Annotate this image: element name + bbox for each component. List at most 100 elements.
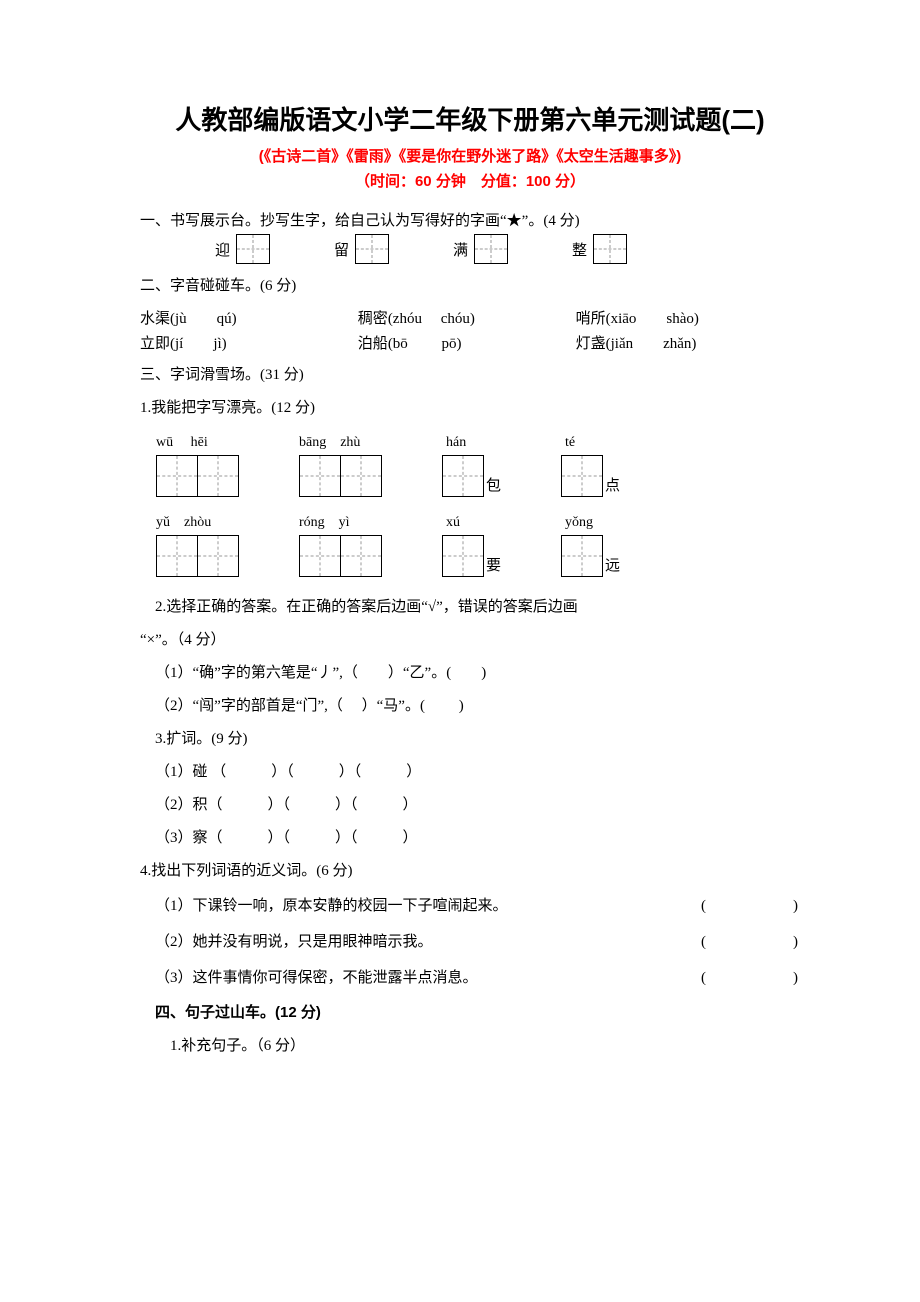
pinyin-label: wū hēi — [156, 431, 208, 451]
writing-box[interactable] — [299, 455, 341, 497]
section-3-heading: 三、字词滑雪场。(31 分) — [140, 359, 800, 392]
box-pair: 点 — [561, 455, 620, 497]
document-timeinfo: （时间：60 分钟 分值：100 分） — [140, 170, 800, 191]
section-4-heading: 四、句子过山车。(12 分) — [140, 996, 800, 1030]
pinyin-label: té — [561, 435, 575, 451]
sec1-char: 迎 — [215, 239, 230, 260]
q4-blank[interactable]: ( ) — [701, 888, 800, 924]
sec2-word: 泊船 — [358, 336, 388, 352]
writing-box[interactable] — [355, 234, 389, 264]
sec2-word: 哨所 — [576, 311, 606, 327]
sec2-word: 立即 — [140, 336, 170, 352]
trail-char: 包 — [486, 474, 501, 497]
sec3-q4-item: （2）她并没有明说，只是用眼神暗示我。 ( ) — [140, 924, 800, 960]
sec1-item: 留 — [334, 234, 389, 264]
sec2-row-1: 水渠(jù qú) 稠密(zhóu chóu) 哨所(xiāo shào) — [140, 307, 800, 328]
box-pair — [156, 455, 239, 497]
sec1-char: 满 — [453, 239, 468, 260]
sec3-q2-label-line2: “×”。（4 分） — [140, 624, 800, 657]
sec1-char: 整 — [572, 239, 587, 260]
pinyin-label: róng yì — [299, 511, 350, 531]
q4-blank[interactable]: ( ) — [701, 960, 800, 996]
box-pair — [156, 535, 239, 577]
box-pair: 远 — [561, 535, 620, 577]
q4-text: （3）这件事情你可得保密，不能泄露半点消息。 — [155, 960, 478, 996]
sec2-pinyin: (bō pō) — [388, 336, 462, 352]
sec2-word: 稠密 — [358, 311, 388, 327]
sec1-item: 整 — [572, 234, 627, 264]
write-group: bāng zhù — [299, 431, 382, 497]
pinyin-label: xú — [442, 515, 460, 531]
write-group: té 点 — [561, 435, 620, 497]
write-group: wū hēi — [156, 431, 239, 497]
sec3-q2-label-line1: 2.选择正确的答案。在正确的答案后边画“√”，错误的答案后边画 — [140, 591, 800, 624]
writing-box[interactable] — [197, 455, 239, 497]
write-group: róng yì — [299, 511, 382, 577]
sec3-q1-label: 1.我能把字写漂亮。(12 分) — [140, 392, 800, 425]
writing-box[interactable] — [561, 455, 603, 497]
trail-char: 点 — [605, 474, 620, 497]
sec2-pinyin: (xiāo shào) — [606, 311, 699, 327]
sec2-word: 灯盏 — [576, 336, 606, 352]
writing-box[interactable] — [299, 535, 341, 577]
sec2-item: 稠密(zhóu chóu) — [358, 307, 576, 328]
writing-box[interactable] — [442, 455, 484, 497]
sec3-q3-item: （1）碰 （ ）（ ）（ ） — [140, 756, 800, 789]
sec1-char: 留 — [334, 239, 349, 260]
q4-text: （1）下课铃一响，原本安静的校园一下子喧闹起来。 — [155, 888, 508, 924]
sec3-q3-label: 3.扩词。(9 分) — [140, 723, 800, 756]
sec1-item: 迎 — [215, 234, 270, 264]
writing-box[interactable] — [236, 234, 270, 264]
writing-box[interactable] — [442, 535, 484, 577]
sec2-pinyin: (jí jì) — [170, 336, 227, 352]
writing-box[interactable] — [340, 535, 382, 577]
writing-box[interactable] — [340, 455, 382, 497]
trail-char: 远 — [605, 554, 620, 577]
document-title: 人教部编版语文小学二年级下册第六单元测试题(二) — [140, 100, 800, 137]
section-1-items: 迎 留 满 整 — [140, 234, 800, 264]
sec3-q2-item: （2）“闯”字的部首是“门”,（ ）“马”。( ) — [140, 690, 800, 723]
writing-box[interactable] — [156, 455, 198, 497]
page-root: 人教部编版语文小学二年级下册第六单元测试题(二) (《古诗二首》《雷雨》《要是你… — [0, 0, 920, 1302]
sec3-q3-item: （3）察（ ）（ ）（ ） — [140, 822, 800, 855]
sec3-q4-item: （3）这件事情你可得保密，不能泄露半点消息。 ( ) — [140, 960, 800, 996]
write-group: xú 要 — [442, 515, 501, 577]
box-pair — [299, 455, 382, 497]
box-pair: 要 — [442, 535, 501, 577]
sec3-q4-label: 4.找出下列词语的近义词。(6 分) — [140, 855, 800, 888]
writing-box[interactable] — [474, 234, 508, 264]
document-subtitle: (《古诗二首》《雷雨》《要是你在野外迷了路》《太空生活趣事多》) — [140, 145, 800, 166]
sec2-pinyin: (zhóu chóu) — [388, 311, 475, 327]
write-group: yǔ zhòu — [156, 511, 239, 577]
q4-text: （2）她并没有明说，只是用眼神暗示我。 — [155, 924, 433, 960]
sec2-pinyin: (jù qú) — [170, 311, 237, 327]
writing-box[interactable] — [561, 535, 603, 577]
pinyin-label: hán — [442, 435, 466, 451]
pinyin-label: yǔ zhòu — [156, 511, 211, 531]
writing-box[interactable] — [156, 535, 198, 577]
sec2-pinyin: (jiǎn zhǎn) — [606, 336, 697, 352]
pinyin-label: yǒng — [561, 515, 593, 531]
sec3-q2-item: （1）“确”字的第六笔是“丿”,（ ）“乙”。( ) — [140, 657, 800, 690]
sec2-word: 水渠 — [140, 311, 170, 327]
q4-blank[interactable]: ( ) — [701, 924, 800, 960]
sec3-q3-item: （2）积（ ）（ ）（ ） — [140, 789, 800, 822]
sec1-item: 满 — [453, 234, 508, 264]
sec2-row-2: 立即(jí jì) 泊船(bō pō) 灯盏(jiǎn zhǎn) — [140, 332, 800, 353]
writing-box[interactable] — [197, 535, 239, 577]
sec2-item: 哨所(xiāo shào) — [576, 307, 794, 328]
write-group: hán 包 — [442, 435, 501, 497]
pinyin-label: bāng zhù — [299, 431, 360, 451]
sec2-item: 立即(jí jì) — [140, 332, 358, 353]
writing-box[interactable] — [593, 234, 627, 264]
section-2-heading: 二、字音碰碰车。(6 分) — [140, 270, 800, 303]
box-pair: 包 — [442, 455, 501, 497]
sec2-item: 灯盏(jiǎn zhǎn) — [576, 332, 794, 353]
sec4-heading-text: 四、句子过山车。(12 分) — [155, 1004, 321, 1021]
trail-char: 要 — [486, 554, 501, 577]
sec2-item: 水渠(jù qú) — [140, 307, 358, 328]
box-pair — [299, 535, 382, 577]
sec4-q1-label: 1.补充句子。（6 分） — [140, 1030, 800, 1063]
sec3-q1-row1: wū hēi bāng zhù hán 包 té 点 — [140, 431, 800, 497]
sec3-q1-row2: yǔ zhòu róng yì xú 要 yǒng 远 — [140, 511, 800, 577]
